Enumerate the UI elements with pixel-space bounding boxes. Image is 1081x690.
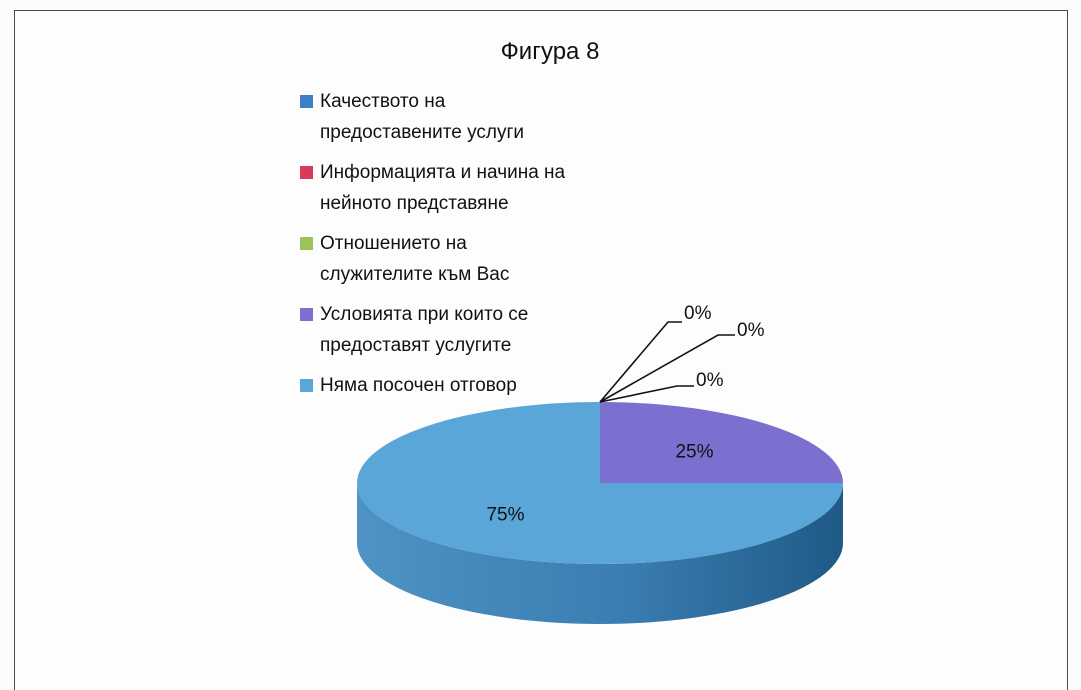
pie-side-wall: [357, 483, 843, 624]
leader-line: [599, 334, 735, 403]
legend-label: Отношението на: [320, 233, 467, 254]
chart-title: Фигура 8: [500, 38, 600, 65]
legend-swatch: [300, 379, 313, 392]
legend-swatch: [300, 237, 313, 250]
leader-line: [599, 385, 694, 403]
slice-label: 0%: [696, 370, 724, 391]
legend-item: Качеството на предоставените услуги: [300, 86, 630, 148]
slice-label: 0%: [684, 303, 712, 324]
slice-label: 75%: [486, 505, 524, 526]
legend-swatch: [300, 95, 313, 108]
pie-slice: [357, 402, 843, 564]
legend-label: нейното представяне: [320, 193, 509, 214]
legend-label: Условията при които се: [320, 304, 529, 325]
legend-label: Качеството на: [320, 91, 446, 112]
legend-item: Отношението на служителите към Вас: [300, 228, 630, 290]
legend-item: Няма посочен отговор: [300, 370, 630, 401]
legend-item: Условията при които се предоставят услуги…: [300, 299, 630, 361]
slice-label: 0%: [737, 320, 765, 341]
pie-slice: [600, 402, 843, 483]
legend-item: Информацията и начина на нейното представ…: [300, 157, 630, 219]
legend-label: служителите към Вас: [320, 264, 510, 285]
legend-label: Информацията и начина на: [320, 162, 566, 183]
legend-label: Няма посочен отговор: [320, 375, 517, 396]
legend-label: предоставените услуги: [320, 122, 525, 143]
chart-legend: Качеството на предоставените услуги Информ…: [300, 86, 630, 410]
leader-line: [599, 321, 682, 403]
slice-label: 25%: [675, 441, 713, 462]
legend-swatch: [300, 166, 313, 179]
legend-swatch: [300, 308, 313, 321]
legend-label: предоставят услугите: [320, 335, 512, 356]
